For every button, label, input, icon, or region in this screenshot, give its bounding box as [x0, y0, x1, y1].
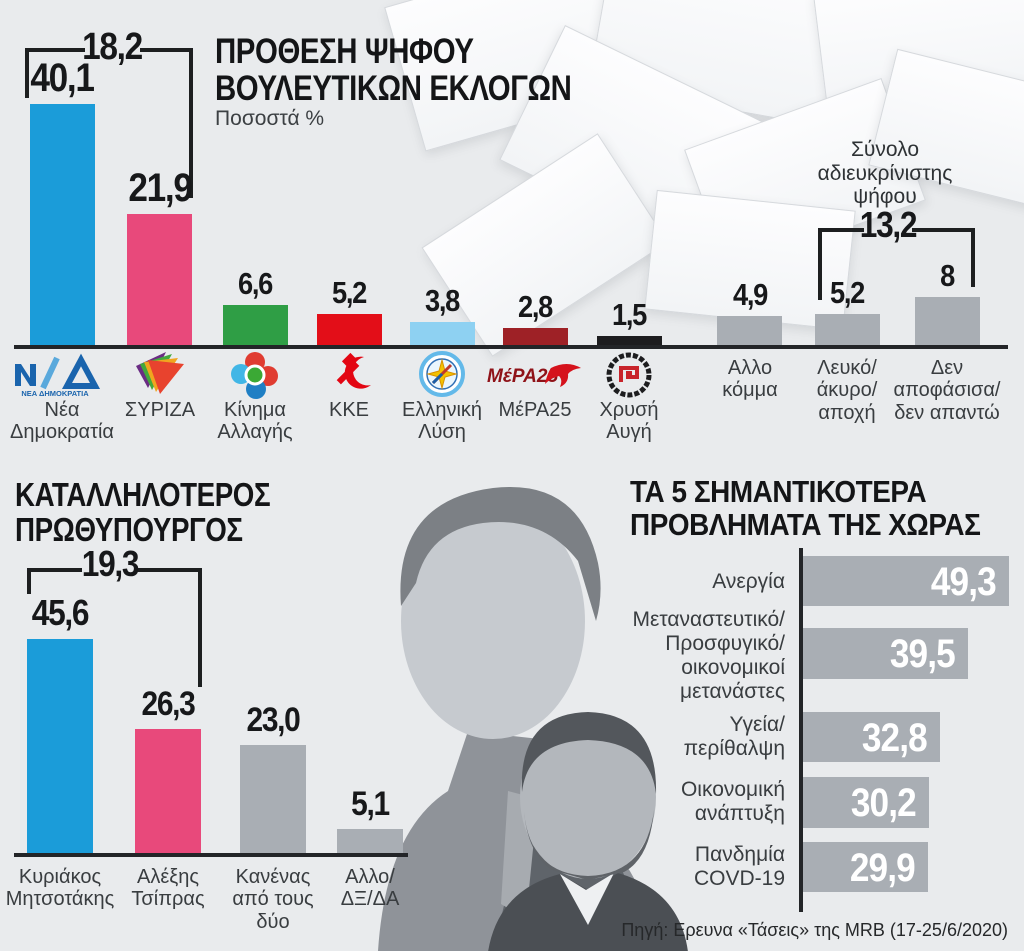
vote-value: 21,9 [128, 166, 193, 210]
syriza-logo [136, 352, 184, 394]
pm-axis-baseline [14, 853, 408, 857]
tsipras-photo [488, 712, 688, 951]
vote-value: 40,1 [30, 56, 95, 100]
lead-bracket [140, 48, 193, 52]
undecided-bracket [912, 228, 975, 232]
svg-text:ΝΕΑ ΔΗΜΟΚΡΑΤΙΑ: ΝΕΑ ΔΗΜΟΚΡΑΤΙΑ [21, 389, 89, 398]
pm-chart-title: ΚΑΤΑΛΛΗΛΟΤΕΡΟΣ ΠΡΩΘΥΠΟΥΡΓΟΣ [15, 476, 271, 548]
pm-bar-mitsotakis [27, 638, 93, 853]
xrysi-avgi-logo [606, 352, 652, 398]
pm-bar-tsipras [135, 729, 201, 853]
vote-bar-kinima-allagis [223, 305, 288, 345]
vote-value: 5,2 [830, 275, 865, 310]
vote-bar-syriza [127, 213, 192, 345]
problems-axis [799, 548, 803, 912]
undecided-bracket [818, 228, 822, 300]
problem-bar-metanasteytiko [803, 628, 968, 679]
vote-value: 3,8 [425, 283, 460, 318]
svg-text:ΜέΡΑ25: ΜέΡΑ25 [487, 366, 558, 387]
pm-bracket [198, 568, 202, 687]
vote-cat-label: ΜέΡΑ25 [498, 399, 572, 421]
problem-value: 39,5 [890, 632, 956, 676]
vote-bar-den-apofasisa [915, 297, 980, 345]
vote-chart-title: ΠΡΟΘΕΣΗ ΨΗΦΟΥ ΒΟΥΛΕΥΤΙΚΩΝ ΕΚΛΟΓΩΝ [215, 32, 572, 109]
vote-cat-label: ΣΥΡΙΖΑ [124, 399, 196, 421]
lead-bracket [25, 48, 85, 52]
mera25-logo: ΜέΡΑ25 [487, 364, 581, 387]
problem-bar-oikonomiki-anaptyxi [803, 777, 929, 828]
problem-cat-label: Μεταναστευτικό/ Προσφυγικό/ οικονομικοί … [632, 608, 785, 703]
vote-cat-label: Αλλο κόμμα [722, 357, 778, 402]
vote-chart-subtitle: Ποσοστά % [215, 107, 325, 130]
pm-bracket [137, 568, 202, 572]
kke-logo [336, 352, 371, 389]
vote-bar-mera25 [503, 328, 568, 345]
nea-dimokratia-logo: ΝΕΑ ΔΗΜΟΚΡΑΤΙΑ [15, 353, 101, 398]
pm-bar-allo [337, 829, 403, 853]
vote-cat-label: Δεν αποφάσισα/ δεν απαντώ [893, 357, 1001, 424]
lead-bracket [25, 48, 29, 98]
vote-value: 2,8 [518, 289, 553, 324]
problem-cat-label: Οικονομική ανάπτυξη [680, 778, 785, 825]
vote-cat-label: Ελληνική Λύση [401, 399, 483, 444]
pm-cat-label: Κυριάκος Μητσοτάκης [5, 866, 115, 911]
source-note: Πηγή: Ερευνα «Τάσεις» της MRB (17-25/6/2… [621, 920, 1008, 940]
problem-value: 49,3 [931, 560, 997, 604]
problem-cat-label: Υγεία/ περίθαλψη [683, 713, 785, 760]
pm-bracket [27, 568, 31, 594]
lead-gap-value: 18,2 [82, 26, 143, 68]
pm-bracket [27, 568, 82, 572]
vote-bar-kke [317, 313, 382, 345]
problem-bar-pandimia [803, 842, 928, 892]
vote-cat-label: ΚΚΕ [328, 399, 370, 421]
problem-value: 30,2 [851, 781, 917, 825]
vote-axis-baseline [14, 345, 1008, 349]
vote-value: 4,9 [733, 277, 768, 312]
vote-bar-xrysi-avgi [597, 336, 662, 345]
problem-value: 32,8 [862, 716, 928, 760]
problem-bar-anergia [803, 556, 1009, 606]
undecided-note: Σύνολο αδιευκρίνιστης ψήφου [817, 138, 953, 209]
undecided-bracket [818, 228, 864, 232]
elliniki-lysi-logo [419, 351, 465, 397]
pm-cat-label: Κανένας από τους δύο [232, 866, 314, 933]
problem-cat-label: Πανδημία COVD-19 [693, 843, 785, 890]
vote-cat-label: Νέα Δημοκρατία [10, 399, 114, 444]
problems-chart-title: ΤΑ 5 ΣΗΜΑΝΤΙΚΟΤΕΡΑ ΠΡΟΒΛΗΜΑΤΑ ΤΗΣ ΧΩΡΑΣ [630, 474, 981, 542]
problem-bar-ygeia [803, 712, 940, 762]
vote-bar-leyko-akyro [815, 313, 880, 345]
vote-value: 6,6 [238, 266, 273, 301]
pm-value: 23,0 [246, 701, 301, 739]
problem-cat-label: Ανεργία [712, 570, 785, 593]
problem-value: 29,9 [850, 846, 916, 890]
vote-bar-elliniki-lysi [410, 322, 475, 345]
pm-cat-label: Αλέξης Τσίπρας [131, 866, 205, 911]
lead-bracket [189, 48, 193, 198]
pm-cat-label: Αλλο/ ΔΞ/ΔΑ [340, 866, 400, 911]
pm-bar-kanenas [240, 744, 306, 853]
vote-value: 8 [940, 258, 955, 293]
vote-cat-label: Λευκό/ άκυρο/ αποχή [816, 357, 878, 424]
undecided-total-value: 13,2 [859, 204, 918, 245]
pm-lead-gap-value: 19,3 [81, 543, 140, 584]
vote-value: 1,5 [612, 297, 647, 332]
kinima-allagis-logo [231, 352, 278, 399]
vote-value: 5,2 [332, 275, 367, 310]
vote-cat-label: Χρυσή Αυγή [599, 399, 659, 444]
vote-bar-nea-dimokratia [30, 104, 95, 345]
pm-value: 45,6 [31, 592, 90, 633]
pm-value: 26,3 [141, 685, 196, 723]
vote-bar-allo-komma [717, 315, 782, 345]
undecided-bracket [971, 228, 975, 287]
vote-cat-label: Κίνημα Αλλαγής [217, 399, 293, 444]
pm-value: 5,1 [351, 785, 390, 823]
